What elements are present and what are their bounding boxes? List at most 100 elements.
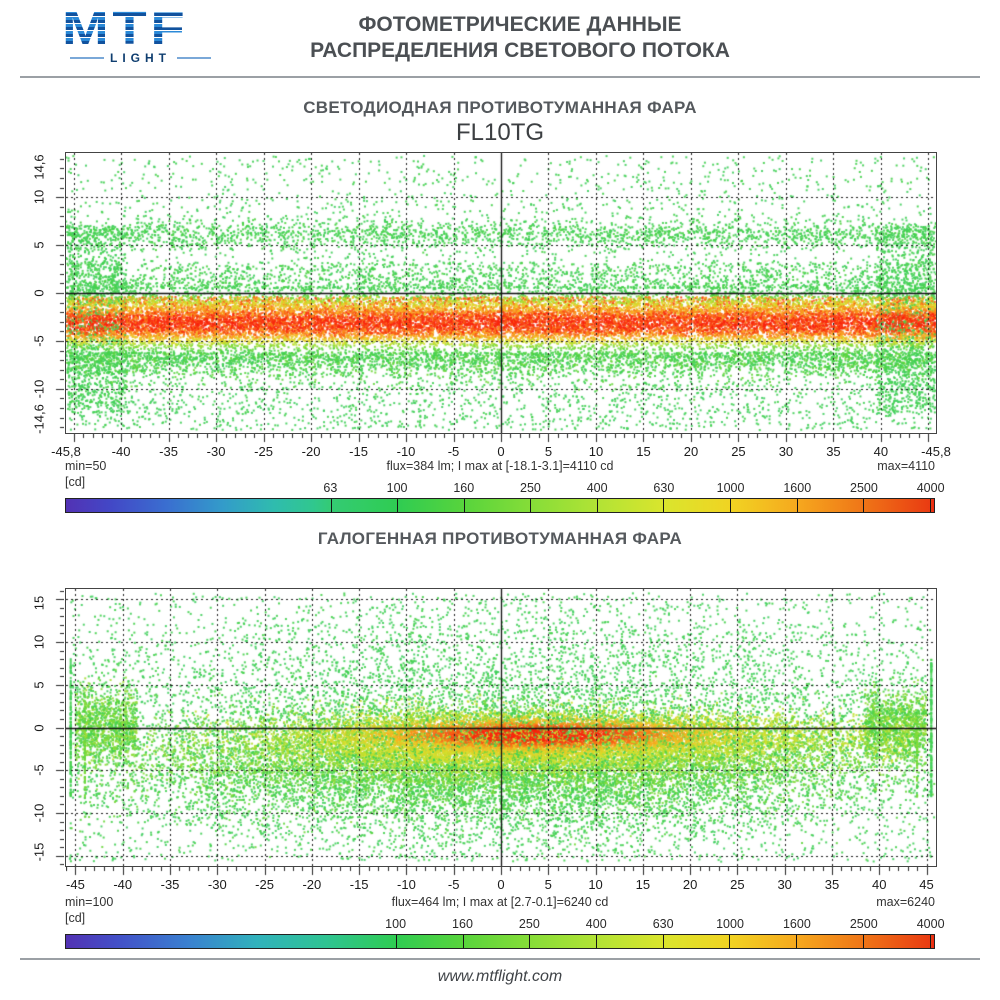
x-tick-label: 15 [635,877,651,892]
unit-label-halogen: [cd] [65,911,86,925]
x-tick-label: -45,8 [921,444,951,459]
x-tick-label: -15 [349,877,369,892]
colorbar-value-label: 4000 [916,481,945,495]
chart-title-halogen: ГАЛОГЕННАЯ ПРОТИВОТУМАННАЯ ФАРА [317,529,683,548]
colorbar-value-label: 630 [653,481,675,495]
colorbar-value-label: 1000 [716,917,744,931]
colorbar-value-label: 160 [452,917,473,931]
colorbar-tick [330,499,332,512]
max-value-led: max=4110 [877,459,935,473]
colorbar-tick [395,935,397,948]
page-title: ФОТОМЕТРИЧЕСКИЕ ДАННЫЕ РАСПРЕДЕЛЕНИЯ СВЕ… [250,12,790,64]
x-tick-label: 20 [682,877,698,892]
y-axis-ticks [55,153,64,433]
page-title-line1: ФОТОМЕТРИЧЕСКИЕ ДАННЫЕ [358,13,682,36]
colorbar-led [65,498,935,513]
min-value-halogen: min=100 [65,895,114,909]
y-tick-label: 0 [31,289,47,297]
y-axis-ticks [55,589,64,866]
colorbar-value-label: 250 [520,481,541,495]
colorbar-value-label: 2500 [850,481,878,495]
colorbar-labels-led: 63 100 160 250 400 630 1000 1600 2500 4000 [65,481,944,495]
y-tick-label: -10 [31,379,47,399]
y-tick-label: 15 [31,595,47,611]
x-tick-label: 0 [497,877,505,892]
x-tick-label: -25 [255,877,274,892]
x-tick-label: 0 [497,444,505,459]
colorbar-labels-halogen: 100 160 250 400 630 1000 1600 2500 4000 [65,917,944,931]
colorbar-value-label: 250 [518,917,540,931]
x-tick-label: 20 [683,444,699,459]
logo-light-row: LIGHT [70,51,242,65]
colorbar-tick [596,499,598,512]
colorbar-tick [730,499,732,512]
flux-value-halogen: flux=464 lm; I max at [2.7-0.1]=6240 cd [391,895,609,909]
logo-dash-right [177,57,211,59]
logo-light-text: LIGHT [110,51,171,65]
y-tick-label: 14,6 [31,154,47,180]
colorbar-tick [796,935,798,948]
x-tick-label: 30 [778,444,794,459]
page-title-line2: РАСПРЕДЕЛЕНИЯ СВЕТОВОГО ПОТОКА [310,39,730,62]
colorbar-tick [529,935,531,948]
x-tick-label: -35 [159,444,178,459]
x-tick-label: -40 [113,877,133,892]
colorbar-value-label: 100 [385,917,407,931]
x-tick-label: -40 [111,444,131,459]
x-tick-label: -35 [160,877,180,892]
colorbar-tick [729,935,731,948]
colorbar-tick [863,499,865,512]
y-tick-label: 10 [31,634,47,650]
x-axis-ticks [66,434,936,443]
led-heatmap-canvas [66,153,936,433]
x-tick-label: -10 [396,444,416,459]
colorbar-tick [462,935,464,948]
x-tick-label: 45 [919,877,934,892]
chart-title-led: СВЕТОДИОДНАЯ ПРОТИВОТУМАННАЯ ФАРА [303,98,697,117]
colorbar-tick [662,935,664,948]
max-value-halogen: max=6240 [876,895,935,909]
x-tick-label: -30 [206,444,226,459]
x-tick-label: 25 [731,444,746,459]
colorbar-tick [663,499,665,512]
colorbar-value-label: 160 [453,481,475,495]
unit-label-led: [cd] [65,475,86,489]
header-divider [20,76,980,78]
colorbar-value-label: 630 [652,917,674,931]
y-tick-label: -5 [31,764,47,777]
x-tick-label: 25 [730,877,745,892]
x-tick-label: 10 [588,877,603,892]
colorbar-tick [397,499,399,512]
x-tick-label: -20 [302,877,322,892]
y-tick-label: 10 [31,189,47,205]
colorbar-value-label: 400 [586,481,608,495]
y-tick-label: 5 [31,681,47,689]
x-tick-label: -5 [447,444,460,459]
y-tick-label: -10 [31,803,47,823]
x-tick-label: 35 [824,877,840,892]
logo-mtf-text: MTF [62,5,282,51]
colorbar-tick [929,935,931,948]
x-tick-label: 10 [588,444,604,459]
min-value-led: min=50 [65,459,107,473]
colorbar-tick [929,499,931,512]
colorbar-value-label: 1000 [716,481,745,495]
y-tick-label: -5 [31,335,47,347]
colorbar-value-label: 4000 [916,917,945,931]
x-axis-ticks [66,867,936,876]
chart-subtitle-led: FL10TG [455,119,545,146]
x-tick-label: 30 [777,877,792,892]
x-tick-label: -20 [301,444,321,459]
colorbar-value-label: 1600 [782,917,811,931]
x-tick-label: -15 [349,444,368,459]
x-tick-label: -5 [447,877,460,892]
logo-dash-left [70,57,104,59]
y-tick-label: -15 [31,842,47,862]
x-tick-label: -45,8 [51,444,81,459]
x-tick-label: -10 [397,877,416,892]
footer-divider [20,958,980,960]
y-tick-label: 5 [31,241,47,249]
colorbar-tick [862,935,864,948]
colorbar-tick [596,935,598,948]
